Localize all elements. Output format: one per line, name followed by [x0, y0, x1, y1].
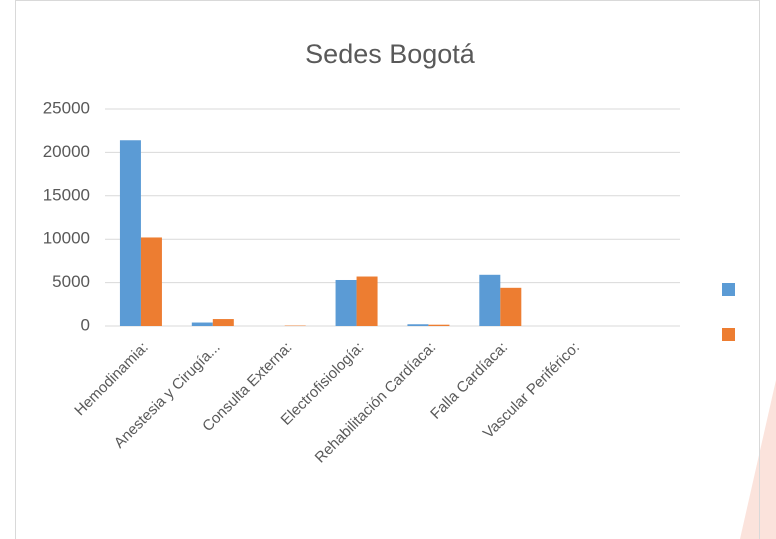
chart-frame — [15, 0, 760, 539]
bar — [356, 276, 378, 326]
legend-swatch — [722, 283, 735, 296]
legend-swatch — [722, 328, 735, 341]
x-tick-label: Rehabilitación Cardíaca: — [312, 339, 440, 467]
bar — [500, 287, 522, 326]
y-tick-label: 25000 — [43, 98, 90, 117]
y-tick-label: 20000 — [43, 142, 90, 161]
background-decoration — [740, 380, 776, 539]
bar — [191, 322, 213, 326]
y-tick-label: 10000 — [43, 229, 90, 248]
bar — [140, 237, 162, 326]
x-tick-label: Hemodinamia: — [71, 339, 151, 419]
y-tick-label: 5000 — [52, 272, 90, 291]
bar — [479, 274, 501, 326]
y-tick-label: 0 — [81, 315, 90, 334]
bar — [212, 319, 234, 326]
chart-title: Sedes Bogotá — [305, 39, 476, 69]
bar — [335, 279, 357, 326]
bar — [119, 140, 141, 326]
y-tick-label: 15000 — [43, 185, 90, 204]
bar — [407, 324, 429, 326]
bar — [428, 324, 450, 326]
